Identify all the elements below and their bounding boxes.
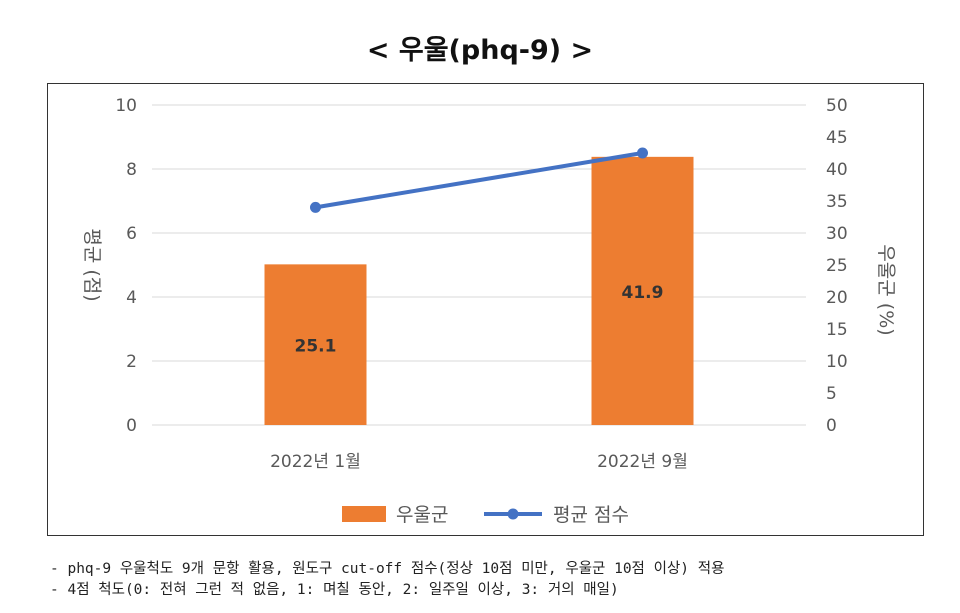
bar: [591, 156, 694, 425]
right-tick-label: 5: [826, 384, 837, 404]
left-axis-label: 평균 (점): [81, 228, 103, 301]
left-tick-label: 4: [126, 288, 137, 308]
right-tick-label: 35: [826, 192, 848, 212]
legend-label-bar: 우울군: [396, 504, 448, 526]
data-label: 41.9: [622, 283, 664, 303]
legend-marker-line: [507, 508, 519, 520]
right-tick-label: 0: [826, 416, 837, 436]
right-tick-label: 10: [826, 352, 848, 372]
right-tick-label: 15: [826, 320, 848, 340]
legend-label-line: 평균 점수: [553, 504, 629, 526]
left-tick-label: 2: [126, 352, 137, 372]
left-tick-label: 10: [115, 96, 137, 116]
line-point: [637, 147, 648, 159]
line-series: [315, 151, 643, 210]
footnote-2: - 4점 척도(0: 전혀 그런 적 없음, 1: 며칠 동안, 2: 일주일 …: [50, 582, 619, 598]
right-tick-label: 45: [826, 128, 848, 148]
right-tick-label: 40: [826, 160, 848, 180]
bar: [264, 264, 367, 425]
right-tick-label: 20: [826, 288, 848, 308]
legend-swatch-bar: [342, 506, 386, 522]
footnote-1: - phq-9 우울척도 9개 문항 활용, 원도구 cut-off 점수(정상…: [50, 561, 725, 577]
category-label: 2022년 1월: [270, 452, 361, 472]
left-tick-label: 8: [126, 160, 137, 180]
data-label: 25.1: [295, 337, 337, 357]
left-tick-label: 0: [126, 416, 137, 436]
right-tick-label: 50: [826, 96, 848, 116]
right-tick-label: 30: [826, 224, 848, 244]
footnotes: - phq-9 우울척도 9개 문항 활용, 원도구 cut-off 점수(정상…: [50, 559, 950, 601]
right-axis-label: 우울군 (%): [875, 244, 897, 335]
chart-frame: [47, 83, 924, 536]
chart-title: < 우울(phq-9) >: [366, 35, 594, 66]
category-label: 2022년 9월: [597, 452, 688, 472]
left-tick-label: 6: [126, 224, 137, 244]
right-tick-label: 25: [826, 256, 848, 276]
line-point: [310, 201, 321, 213]
